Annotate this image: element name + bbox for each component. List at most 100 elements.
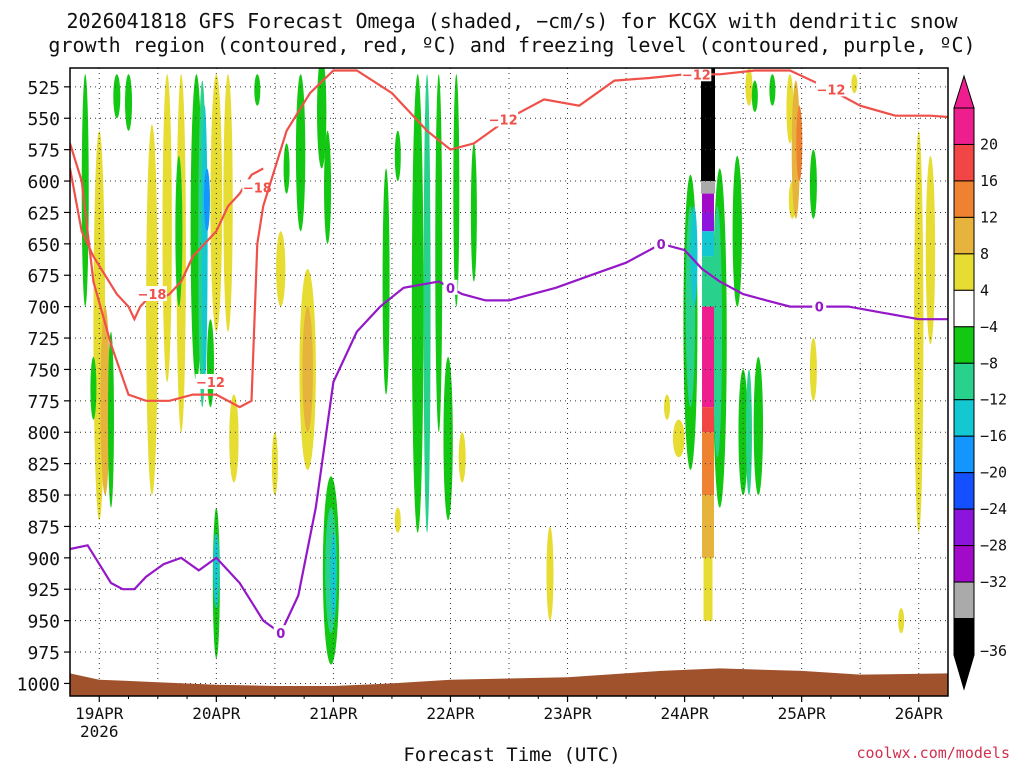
omega-cell-64 — [914, 130, 924, 533]
omega-column-band-4 — [702, 231, 715, 257]
omega-cell-36 — [423, 74, 431, 533]
y-tick-label-5: 650 — [27, 235, 60, 256]
omega-column-band-7 — [702, 407, 715, 433]
omega-cell-54 — [753, 356, 764, 496]
credit-label: coolwx.com/models — [856, 744, 1010, 762]
omega-cell-56 — [769, 74, 776, 106]
omega-cell-26 — [302, 306, 313, 433]
omega-cell-43 — [546, 526, 554, 621]
colorbar-label-0: 20 — [980, 135, 998, 153]
omega-cell-61 — [809, 149, 817, 219]
omega-cell-40 — [458, 432, 466, 483]
omega-shading-layer — [81, 68, 936, 665]
omega-cell-28 — [324, 130, 332, 244]
omega-cell-50 — [712, 206, 723, 458]
dendritic-label-bg-0-0 — [242, 179, 273, 195]
dendritic-label-bg-1-3 — [815, 81, 846, 97]
omega-cell-41 — [470, 143, 477, 282]
chart-title-line-2: growth region (contoured, red, ºC) and f… — [48, 33, 976, 57]
y-tick-label-18: 975 — [27, 643, 60, 664]
terrain-layer — [70, 668, 948, 696]
omega-cell-34 — [394, 130, 401, 182]
y-tick-label-10: 775 — [27, 392, 60, 413]
colorbar-label-4: 4 — [980, 281, 989, 299]
omega-column-band-0 — [701, 68, 716, 182]
omega-column-band-5 — [702, 256, 715, 307]
colorbar-label-8: −16 — [980, 427, 1007, 445]
y-axis: 525 550 575 600 625 650 675 700 725 750 775 800 825 8… — [17, 78, 70, 695]
dendritic-label-bg-1-2 — [681, 68, 712, 82]
colorbar-segment-10 — [953, 472, 975, 510]
omega-cell-32 — [276, 231, 286, 307]
omega-cell-58 — [786, 74, 794, 144]
omega-column-band-6 — [702, 306, 715, 408]
x-axis-title: Forecast Time (UTC) — [403, 744, 621, 766]
omega-cell-39 — [453, 74, 460, 307]
omega-cell-60 — [796, 105, 803, 182]
terrain-surface — [70, 668, 948, 696]
omega-cell-18 — [229, 394, 239, 483]
y-tick-label-6: 675 — [27, 266, 60, 287]
dendritic-label-1-1: −12 — [489, 113, 518, 128]
omega-cell-27 — [317, 68, 327, 169]
freezing-label-bg-1 — [443, 279, 458, 295]
omega-cell-14 — [203, 168, 210, 232]
colorbar-label-10: −24 — [980, 500, 1007, 518]
x-year-label: 2026 — [80, 722, 119, 741]
dendritic-label-1-2: −12 — [682, 68, 711, 83]
x-tick-label-6: 25APR — [778, 704, 827, 723]
omega-column-band-9 — [702, 495, 715, 558]
colorbar-segment-6 — [953, 326, 975, 364]
colorbar-segment-1 — [953, 143, 975, 182]
omega-cell-31 — [330, 532, 337, 621]
contour-layer: −18 −18 −12 −12 −12 −12 0 0 0 0 — [70, 68, 948, 642]
omega-cell-19 — [254, 74, 261, 106]
dendritic-label-0-0: −18 — [243, 181, 272, 196]
freezing-label-bg-0 — [273, 625, 288, 641]
colorbar-label-13: −36 — [980, 642, 1007, 660]
colorbar-bottom-arrow — [953, 654, 975, 691]
omega-column-band-2 — [702, 193, 715, 213]
omega-cell-62 — [809, 338, 817, 401]
colorbar-label-9: −20 — [980, 464, 1007, 482]
colorbar-label-7: −12 — [980, 391, 1007, 409]
omega-cell-63 — [851, 74, 858, 94]
omega-cell-44 — [664, 394, 671, 420]
omega-cell-42 — [394, 507, 401, 533]
y-tick-label-1: 550 — [27, 109, 60, 130]
omega-cell-51 — [732, 155, 742, 307]
colorbar-segment-8 — [953, 399, 975, 437]
colorbar-label-11: −28 — [980, 537, 1007, 555]
y-tick-label-3: 600 — [27, 172, 60, 193]
omega-cell-37 — [435, 74, 443, 433]
y-tick-label-13: 850 — [27, 486, 60, 507]
omega-cell-8 — [162, 74, 172, 382]
colorbar-segment-4 — [953, 253, 975, 291]
freezing-label-3: 0 — [815, 301, 824, 316]
colorbar-label-1: 16 — [980, 172, 998, 190]
dendritic-label-1-3: −12 — [816, 83, 845, 98]
x-tick-label-3: 22APR — [426, 704, 475, 723]
colorbar-segment-2 — [953, 180, 975, 218]
dendritic-label-bg-0-1 — [136, 286, 167, 302]
colorbar-label-2: 12 — [980, 208, 998, 226]
y-tick-label-7: 700 — [27, 298, 60, 319]
omega-cell-23 — [283, 143, 290, 194]
colorbar-segment-12 — [953, 545, 975, 583]
colorbar-segment-14 — [953, 618, 975, 656]
colorbar-label-12: −32 — [980, 573, 1007, 591]
y-tick-label-12: 825 — [27, 455, 60, 476]
omega-cell-55 — [745, 68, 753, 106]
omega-cell-66 — [898, 608, 905, 634]
x-tick-label-7: 26APR — [895, 704, 944, 723]
y-tick-label-8: 725 — [27, 329, 60, 350]
dendritic-label-1-0: −12 — [196, 376, 225, 391]
y-tick-label-11: 800 — [27, 423, 60, 444]
y-tick-label-15: 900 — [27, 549, 60, 570]
omega-cell-45 — [672, 419, 685, 458]
colorbar: 20 16 12 8 4 −4 −8 −12 −16 −20 −24 −28 −32 −36 — [953, 74, 1007, 691]
colorbar-segment-3 — [953, 216, 975, 255]
omega-column-band-1 — [701, 181, 716, 194]
colorbar-segment-13 — [953, 581, 975, 620]
y-tick-label-16: 925 — [27, 580, 60, 601]
